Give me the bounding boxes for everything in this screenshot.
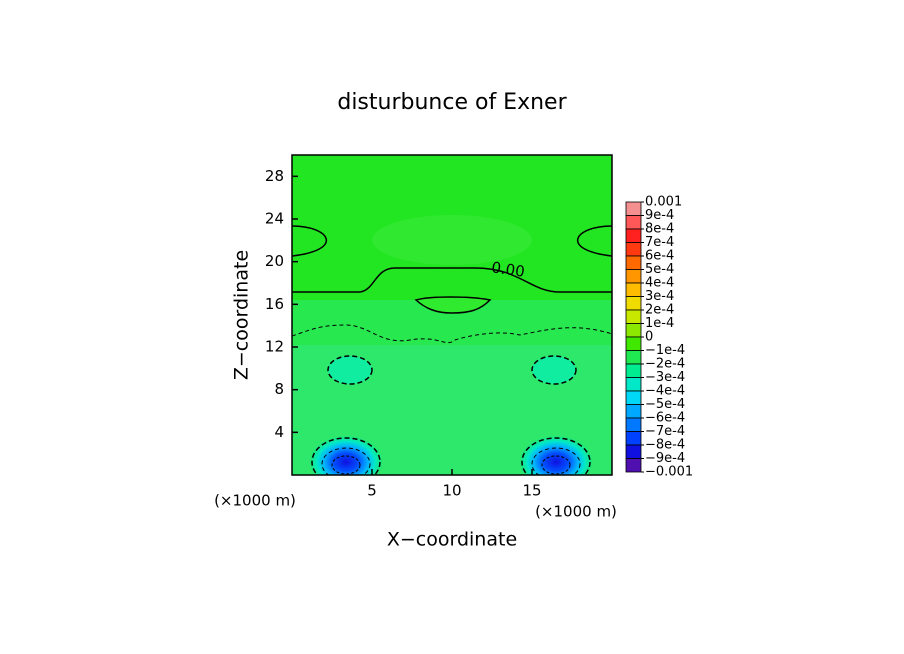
colorbar-label: −3e-4 [645,370,685,385]
colorbar-band [625,269,642,284]
colorbar-band [625,404,642,419]
colorbar-label: 5e-4 [645,262,674,277]
colorbar-label: −7e-4 [645,424,685,439]
contour-field [292,155,612,475]
colorbar-band [625,255,642,270]
colorbar-band [625,390,642,405]
colorbar-band [625,444,642,459]
colorbar-label: −5e-4 [645,397,685,412]
colorbar-label: −0.001 [645,465,693,480]
colorbar-label: −9e-4 [645,451,685,466]
colorbar-label: 6e-4 [645,249,674,264]
colorbar-label: −6e-4 [645,411,685,426]
y-tick-label: 4 [274,423,284,441]
colorbar-label: 0 [645,330,653,345]
colorbar-label: 4e-4 [645,276,674,291]
x-tick-label: 15 [522,482,541,500]
y-axis-label: Z−coordinate [231,250,253,380]
colorbar-label: −2e-4 [645,357,685,372]
x-tick-label: 10 [442,482,461,500]
y-tick-label: 16 [265,295,284,313]
colorbar-band [625,215,642,230]
colorbar-band [625,377,642,392]
y-tick-label: 20 [265,252,284,270]
colorbar-band [625,228,642,243]
colorbar-label: −4e-4 [645,384,685,399]
colorbar-label: −1e-4 [645,343,685,358]
x-tick-label: 5 [367,482,377,500]
colorbar-band [625,201,642,216]
colorbar-label: 1e-4 [645,316,674,331]
colorbar-label: 7e-4 [645,235,674,250]
colorbar-band [625,323,642,338]
x-axis-label: X−coordinate [387,529,517,551]
contour-label: 0.00 [490,258,526,280]
y-tick-label: 24 [265,210,284,228]
y-tick-label: 8 [274,380,284,398]
x-unit-label: (×1000 m) [535,503,617,521]
colorbar-band [625,309,642,324]
y-tick-label: 28 [265,167,284,185]
colorbar-band [625,431,642,446]
colorbar-label: −8e-4 [645,438,685,453]
colorbar-label: 3e-4 [645,289,674,304]
colorbar-label: 2e-4 [645,303,674,318]
colorbar-band [625,350,642,365]
colorbar-band [625,363,642,378]
colorbar-band [625,458,642,473]
colorbar-band [625,296,642,311]
colorbar-label: 0.001 [645,195,682,210]
colorbar-label: 9e-4 [645,208,674,223]
colorbar-band [625,242,642,257]
colorbar-band [625,282,642,297]
chart-title: disturbunce of Exner [337,90,567,115]
x-unit-label: (×1000 m) [214,492,296,510]
colorbar-band [625,417,642,432]
y-tick-label: 12 [265,338,284,356]
colorbar-label: 8e-4 [645,222,674,237]
colorbar-band [625,336,642,351]
